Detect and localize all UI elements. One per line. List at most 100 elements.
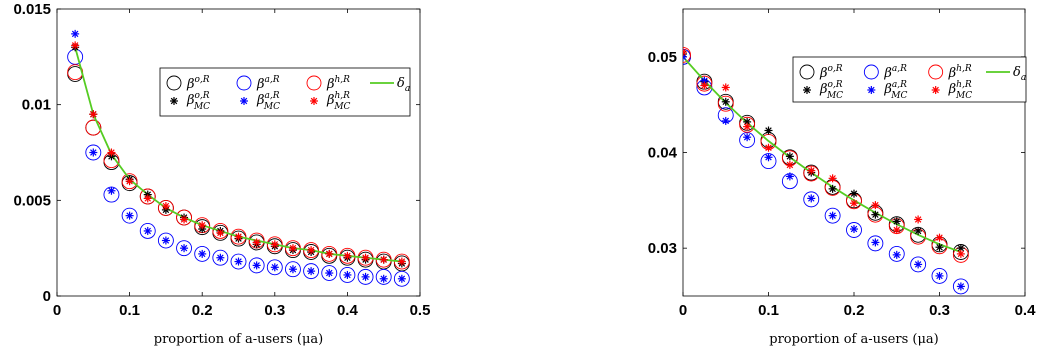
asterisk-stroke [253,262,260,269]
asterisk-stroke [380,256,387,263]
y-tick-label: 0.03 [648,240,677,257]
legend-label-base: β [883,66,892,81]
legend-label: βo,R MC [819,80,843,101]
legend-label-sub: MC [193,102,210,112]
asterisk-stroke [90,149,97,156]
asterisk-stroke [217,229,224,237]
data-point-asterisk-5-4 [143,194,152,203]
asterisk-stroke [701,82,708,89]
legend-label-sub: MC [955,91,972,101]
data-point-circle-2-1 [696,75,713,92]
data-point-asterisk-4-9 [234,257,243,266]
data-point-asterisk-5-5 [161,202,170,211]
data-point-asterisk-5-5 [785,160,794,169]
data-point-asterisk-3-5 [785,152,794,161]
asterisk-stroke [240,97,248,105]
data-point-circle-1-14 [321,265,338,281]
data-point-asterisk-5-13 [956,249,965,258]
asterisk-stroke [144,195,152,202]
legend-label-sup: h,R [335,91,351,101]
legend-label-sup: o,R [828,80,843,90]
legend-label-base: β [819,82,828,97]
data-point-circle-1-11 [266,259,283,276]
asterisk-stroke [936,234,943,241]
asterisk-stroke [253,239,260,246]
data-point-circle-1-9 [230,253,247,270]
data-point-circle-2-4 [139,188,156,205]
data-point-asterisk-4-12 [935,271,944,280]
asterisk-stroke [872,201,879,209]
asterisk-stroke [786,161,794,169]
left-chart-panel: 0 0.1 0.2 0.3 0.4 0.5 0 0.005 0.01 0.015 proportio… [13,1,430,347]
data-point-circle-1-12 [285,261,301,278]
legend-label-sup: h,R [956,64,972,74]
data-point-asterisk-5-2 [721,83,730,92]
asterisk-stroke [765,127,772,134]
legend-label-sub: a [405,84,410,94]
data-point-asterisk-4-3 [743,133,752,142]
legend-label-base: δ [397,76,405,91]
data-point-asterisk-4-1 [89,148,98,157]
asterisk-stroke [235,233,242,240]
data-point-asterisk-5-18 [397,257,406,266]
asterisk-stroke [170,97,178,105]
data-point-asterisk-5-11 [270,240,279,249]
legend-label-base: δ [1013,65,1021,80]
asterisk-stroke [108,187,115,195]
asterisk-stroke [180,244,188,252]
asterisk-stroke [235,258,242,265]
legend-label: βo,R [819,64,843,81]
data-point-asterisk-4-0 [683,52,687,61]
asterisk-stroke [829,175,836,182]
data-point-asterisk-5-6 [807,166,816,175]
asterisk-stroke [868,86,875,94]
data-point-asterisk-5-2 [107,148,116,157]
legend-label-base: β [326,93,335,108]
data-point-asterisk-4-10 [252,261,261,270]
data-point-asterisk-4-6 [180,244,189,253]
y-tick-label: 0.01 [22,97,51,114]
data-point-circle-1-17 [375,268,392,285]
asterisk-stroke [829,185,836,193]
legend-label-sup: h,R [956,80,972,90]
y-tick-label: 0.015 [13,1,51,18]
legend-label-sub: a [1021,73,1026,83]
data-point-asterisk-5-16 [361,253,370,262]
asterisk-stroke [957,283,965,290]
data-point-asterisk-4-16 [361,272,370,281]
data-point-asterisk-5-0 [71,41,80,50]
legend-label-base: β [948,66,957,81]
asterisk-stroke [701,77,708,85]
data-point-circle-2-2 [717,95,734,112]
data-point-asterisk-5-3 [125,177,134,186]
legend-label: βa,R MC [256,91,280,112]
asterisk-stroke [850,190,858,197]
data-point-asterisk-5-12 [935,233,944,242]
legend-marker-asterisk [170,97,178,105]
data-point-asterisk-4-7 [828,211,837,220]
asterisk-stroke [325,269,333,277]
asterisk-stroke [743,118,751,126]
data-point-asterisk-5-15 [343,251,352,260]
legend-marker-asterisk [867,86,876,94]
data-point-asterisk-4-2 [107,186,116,195]
asterisk-stroke [786,173,794,180]
data-point-asterisk-3-12 [935,243,944,252]
data-point-circle-1-11 [910,256,927,273]
data-point-circle-2-11 [266,236,283,253]
asterisk-stroke [683,53,687,58]
asterisk-stroke [310,97,318,105]
legend-label-sub: MC [826,91,843,101]
data-point-circle-1-8 [212,249,229,266]
data-point-asterisk-4-18 [397,274,406,283]
legend-marker-circle [928,64,944,80]
asterisk-stroke [307,246,315,254]
data-point-asterisk-4-9 [871,238,880,247]
data-point-asterisk-5-9 [871,201,880,210]
asterisk-stroke [914,216,922,223]
data-point-asterisk-5-0 [683,48,687,57]
data-point-circle-1-3 [121,207,138,224]
